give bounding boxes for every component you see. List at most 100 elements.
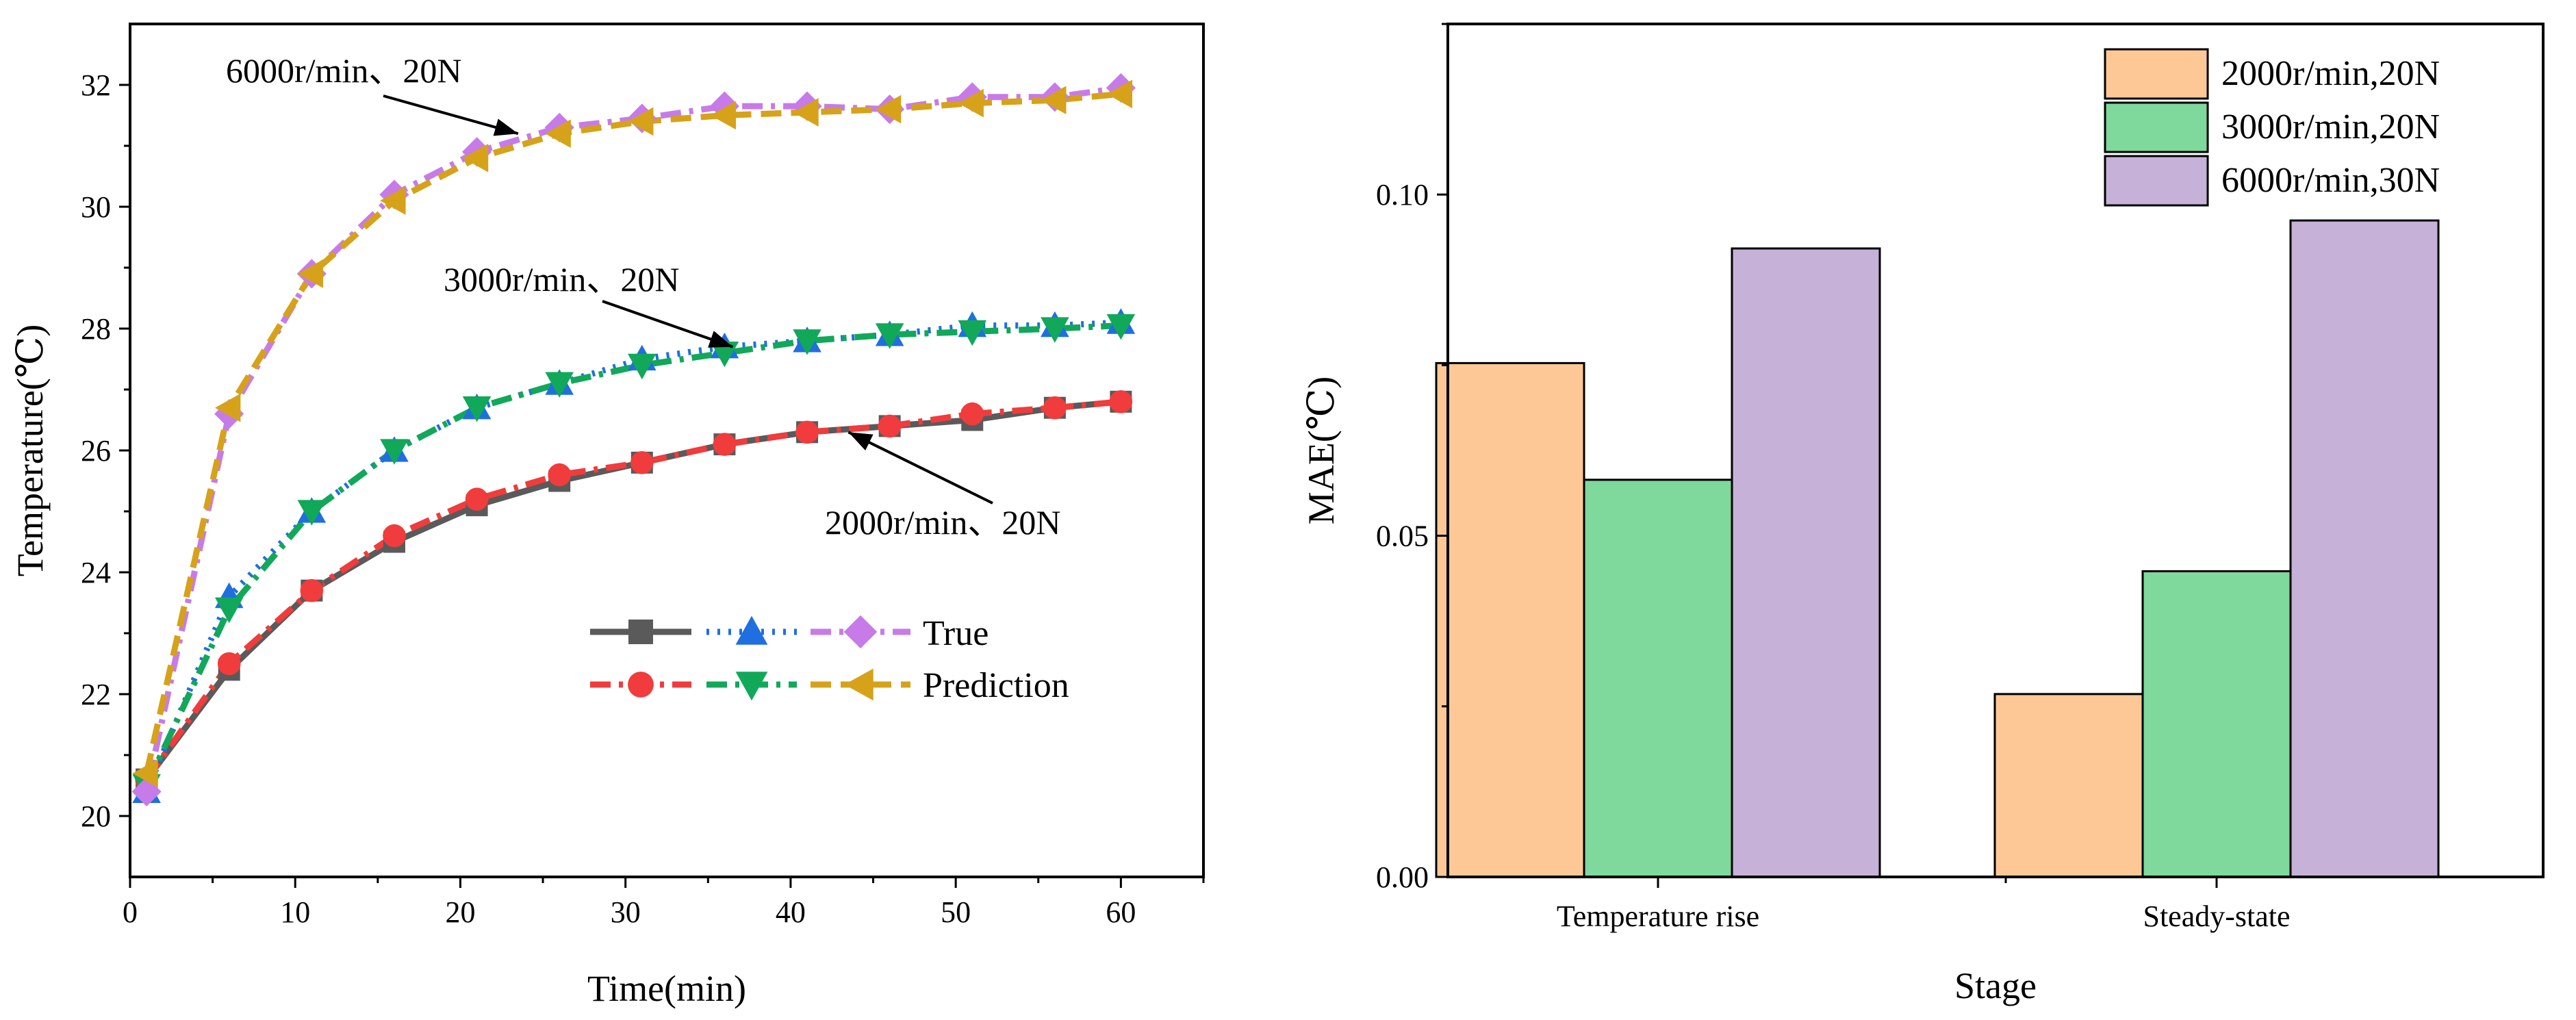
y-axis-ticks-right: 0.00 0.05 0.10 <box>1376 23 1448 894</box>
data-point <box>380 439 409 465</box>
legend-label: 3000r/min,20N <box>2221 107 2440 146</box>
data-point <box>548 463 571 487</box>
bar <box>2289 219 2440 878</box>
data-point <box>795 420 819 444</box>
legend-label-true: True <box>923 614 989 653</box>
legend-marker <box>735 615 768 645</box>
data-point <box>878 414 902 438</box>
legend-swatch <box>2104 101 2209 153</box>
bar <box>1435 361 1585 878</box>
legend-marker <box>735 672 768 701</box>
legend-label-prediction: Prediction <box>923 666 1069 705</box>
y-tick-label: 26 <box>81 434 111 468</box>
bar <box>1731 247 1881 878</box>
data-point <box>214 393 241 422</box>
y-tick-label: 24 <box>81 556 111 589</box>
y-tick-label: 28 <box>81 312 111 346</box>
data-point <box>380 186 406 215</box>
x-tick-label: 10 <box>280 895 310 929</box>
data-point <box>875 94 902 124</box>
legend-swatch <box>2104 48 2209 100</box>
data-point <box>300 578 324 602</box>
data-point <box>958 320 987 346</box>
y-axis-title-right: MAE(℃) <box>1301 377 1342 524</box>
annotation-arrow-line <box>847 431 993 505</box>
data-point <box>132 758 158 788</box>
legend-marker <box>628 620 653 644</box>
annotation-3000: 3000r/min、20N <box>444 260 679 298</box>
data-point <box>465 487 489 511</box>
data-point <box>710 101 737 130</box>
data-point <box>630 451 654 474</box>
legend-marker <box>628 672 654 698</box>
plot-frame-right <box>1446 23 2545 878</box>
data-point <box>214 597 244 624</box>
y-tick-label: 30 <box>81 190 111 224</box>
data-point <box>628 107 654 136</box>
data-point <box>1109 390 1133 413</box>
legend-marker <box>844 668 873 701</box>
data-point <box>1043 396 1067 420</box>
x-tick-label: 20 <box>445 895 475 929</box>
annotation-arrow-line <box>383 94 519 136</box>
legend-label: 6000r/min,30N <box>2221 161 2440 200</box>
annotations: 6000r/min、20N 3000r/min、20N 2000r/min、20… <box>226 51 1060 541</box>
annotation-arrow-head <box>493 118 518 136</box>
y-tick-label: 32 <box>81 68 111 102</box>
series-line-2 <box>143 319 1121 793</box>
legend-swatch <box>2104 155 2209 207</box>
bar <box>1993 693 2144 878</box>
series-markers <box>131 73 1136 806</box>
legend-right: 2000r/min,20N 3000r/min,20N 6000r/min,30N <box>2104 48 2440 207</box>
x-axis-ticks-right: Temperature rise Steady-state <box>1557 877 2291 933</box>
legend-row-prediction <box>590 668 910 701</box>
plot-frame <box>129 23 1205 878</box>
x-axis-ticks: 0 10 20 30 40 50 60 <box>123 877 1205 929</box>
y-axis-title: Temperature(℃) <box>10 324 51 576</box>
x-tick-label: 60 <box>1106 895 1136 929</box>
x-tick-label: 30 <box>611 895 641 929</box>
legend-marker <box>843 615 878 649</box>
x-tick-label: 0 <box>123 895 138 929</box>
data-point <box>958 88 984 118</box>
x-tick-label: 40 <box>776 895 806 929</box>
data-point <box>793 329 821 355</box>
mae-bar-chart: Temperature rise Steady-state 0.00 0.05 0.1… <box>1301 23 2545 1006</box>
data-point <box>217 652 241 676</box>
data-point <box>710 341 739 368</box>
data-point <box>875 323 904 349</box>
data-point <box>462 396 492 422</box>
data-point <box>1106 314 1136 340</box>
data-point <box>1041 86 1067 115</box>
data-point <box>297 500 327 526</box>
annotation-arrow-head <box>708 331 733 348</box>
data-point <box>462 144 489 173</box>
legend: True Prediction <box>590 614 1069 705</box>
annotation-arrow-head <box>848 432 873 450</box>
category-label: Steady-state <box>2143 900 2290 933</box>
y-tick-label: 22 <box>81 678 111 711</box>
data-point <box>1106 79 1133 109</box>
x-axis-title: Time(min) <box>587 968 746 1009</box>
bar <box>1583 479 1733 878</box>
data-point <box>960 402 984 426</box>
x-axis-title-right: Stage <box>1954 965 2037 1006</box>
data-point <box>793 98 819 127</box>
y-tick-label: 0.10 <box>1376 178 1429 212</box>
data-point <box>545 372 574 398</box>
data-point <box>545 119 571 148</box>
data-point <box>1041 317 1069 343</box>
x-tick-label: 50 <box>941 895 971 929</box>
temperature-line-chart: 0 10 20 30 40 50 60 20 22 24 26 28 30 32 Time(min) T… <box>10 23 1205 1009</box>
y-tick-label: 0.00 <box>1376 860 1429 894</box>
data-point <box>383 524 406 548</box>
category-label: Temperature rise <box>1557 900 1759 933</box>
y-axis-ticks: 20 22 24 26 28 30 32 <box>81 68 130 833</box>
series-line-3 <box>144 322 1121 787</box>
annotation-6000: 6000r/min、20N <box>226 51 461 90</box>
legend-label: 2000r/min,20N <box>2221 54 2440 93</box>
bars <box>1435 219 2440 878</box>
legend-row-true <box>590 615 910 649</box>
y-tick-label: 20 <box>81 800 111 833</box>
